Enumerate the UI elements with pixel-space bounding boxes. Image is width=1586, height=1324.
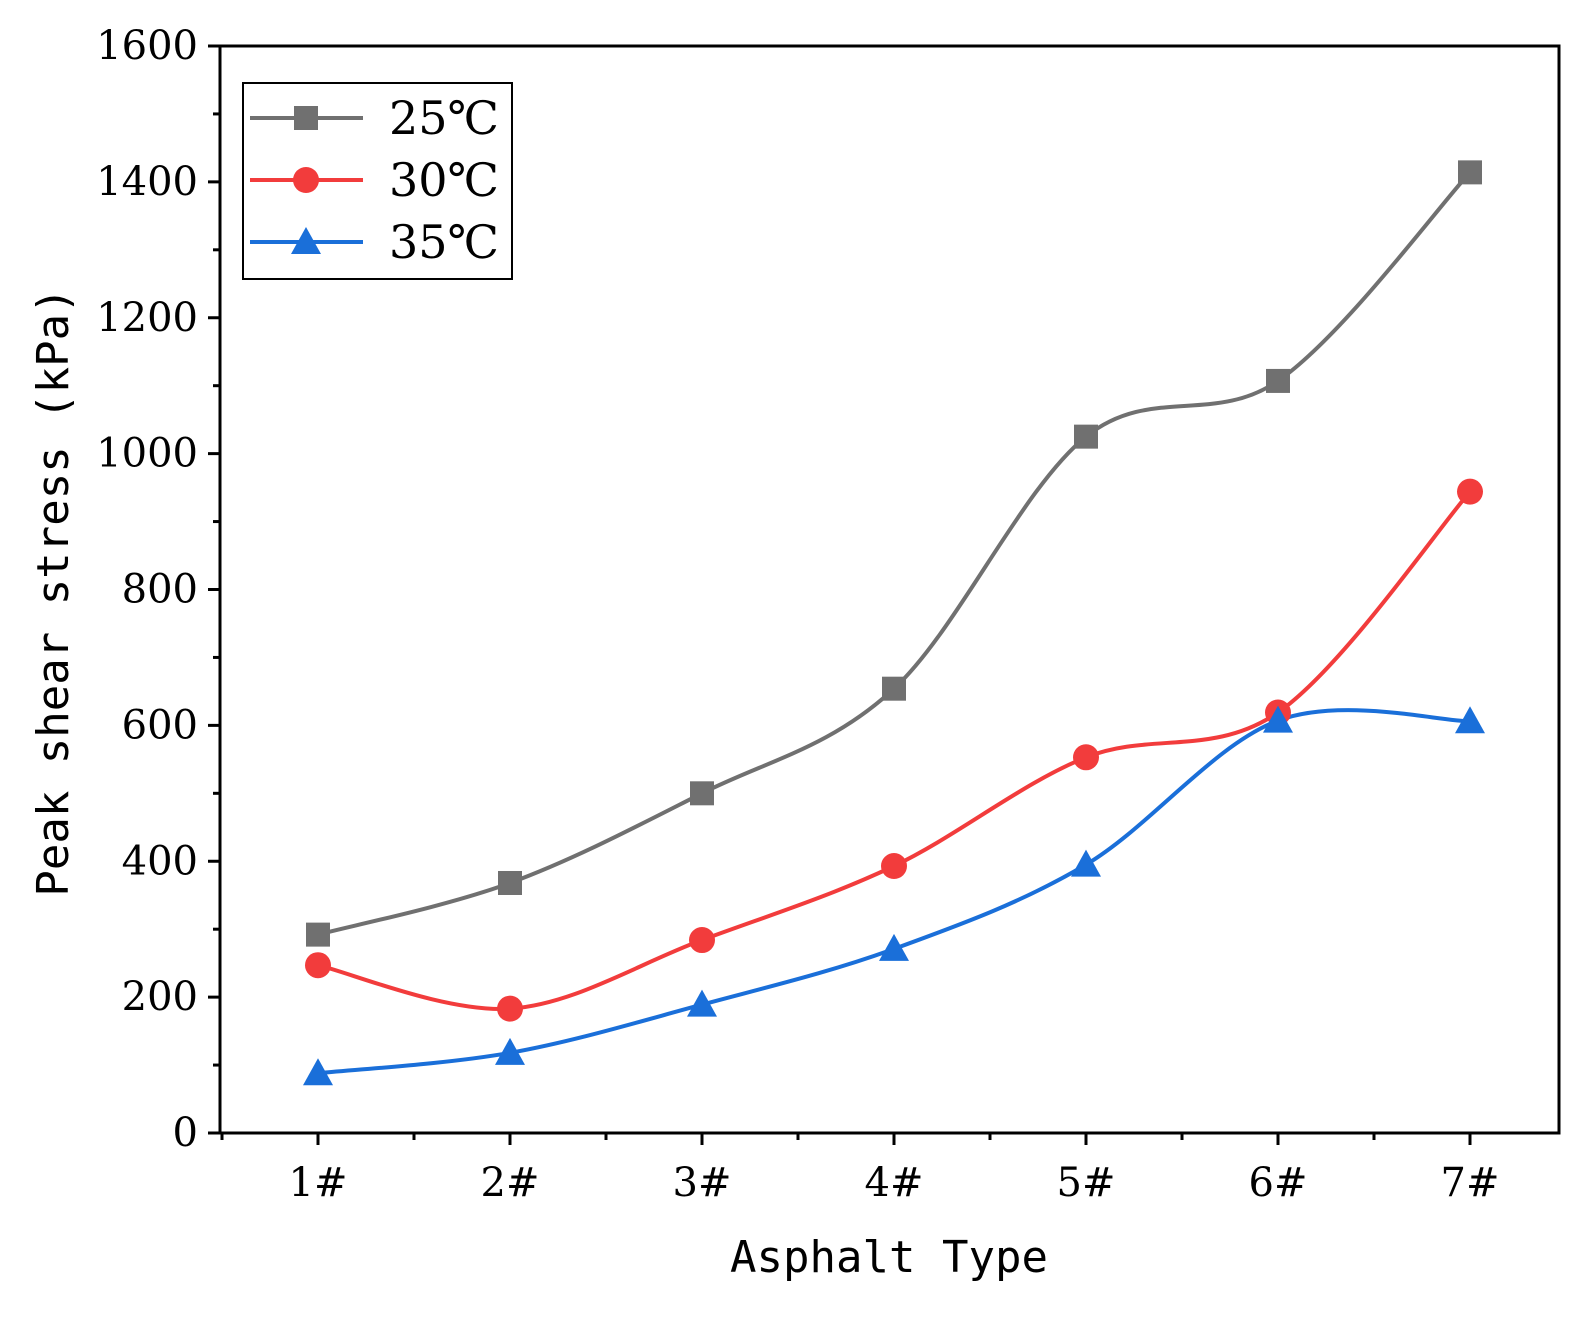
data-point-2 (1455, 706, 1485, 734)
data-point-2 (687, 989, 717, 1017)
data-point-0 (1266, 368, 1290, 393)
data-point-0 (498, 870, 522, 895)
data-point-0 (1074, 424, 1098, 449)
x-tick-label: 1# (289, 1160, 348, 1206)
legend-label-1: 30℃ (389, 153, 499, 207)
y-tick-label: 400 (122, 838, 198, 884)
data-point-1 (881, 853, 907, 880)
data-point-0 (306, 922, 330, 947)
y-tick-label: 1600 (96, 23, 198, 69)
legend-marker-2 (291, 227, 321, 254)
data-point-2 (1263, 705, 1293, 733)
x-tick-label: 2# (481, 1160, 540, 1206)
y-tick-label: 0 (173, 1110, 198, 1156)
data-point-1 (1073, 744, 1099, 771)
data-point-1 (1457, 478, 1483, 505)
x-tick-label: 4# (865, 1160, 924, 1206)
data-point-1 (497, 995, 523, 1022)
y-tick-label: 600 (122, 702, 198, 748)
y-tick-label: 1400 (96, 159, 198, 205)
y-axis-ticks: 0 200 400 600 800 1000 1200 1400 1600 (96, 23, 220, 1156)
legend-marker-1 (293, 167, 319, 193)
series-markers (303, 160, 1485, 1086)
data-point-0 (1458, 160, 1482, 185)
data-point-2 (303, 1058, 333, 1086)
y-tick-label: 1200 (96, 295, 198, 341)
legend-label-0: 25℃ (389, 91, 499, 145)
y-tick-label: 800 (122, 567, 198, 613)
data-point-1 (689, 927, 715, 954)
x-axis-title: Asphalt Type (730, 1232, 1048, 1283)
y-tick-label: 1000 (96, 431, 198, 477)
x-tick-label: 7# (1441, 1160, 1500, 1206)
data-point-2 (879, 933, 909, 961)
data-point-1 (305, 952, 331, 979)
data-point-2 (495, 1037, 525, 1065)
x-axis-ticks: 1# 2# 3# 4# 5# 6# 7# (220, 1133, 1500, 1206)
x-tick-label: 6# (1249, 1160, 1308, 1206)
legend-label-2: 35℃ (389, 215, 499, 269)
plot-frame (218, 44, 1561, 1135)
data-point-2 (1071, 849, 1101, 877)
x-tick-label: 3# (673, 1160, 732, 1206)
legend: 25℃ 30℃ 35℃ (242, 82, 513, 280)
data-point-0 (882, 676, 906, 701)
data-point-0 (690, 781, 714, 806)
legend-marker-0 (294, 106, 318, 130)
y-tick-label: 200 (122, 974, 198, 1020)
x-tick-label: 5# (1057, 1160, 1116, 1206)
y-axis-title: Peak shear stress (kPa) (28, 287, 79, 896)
